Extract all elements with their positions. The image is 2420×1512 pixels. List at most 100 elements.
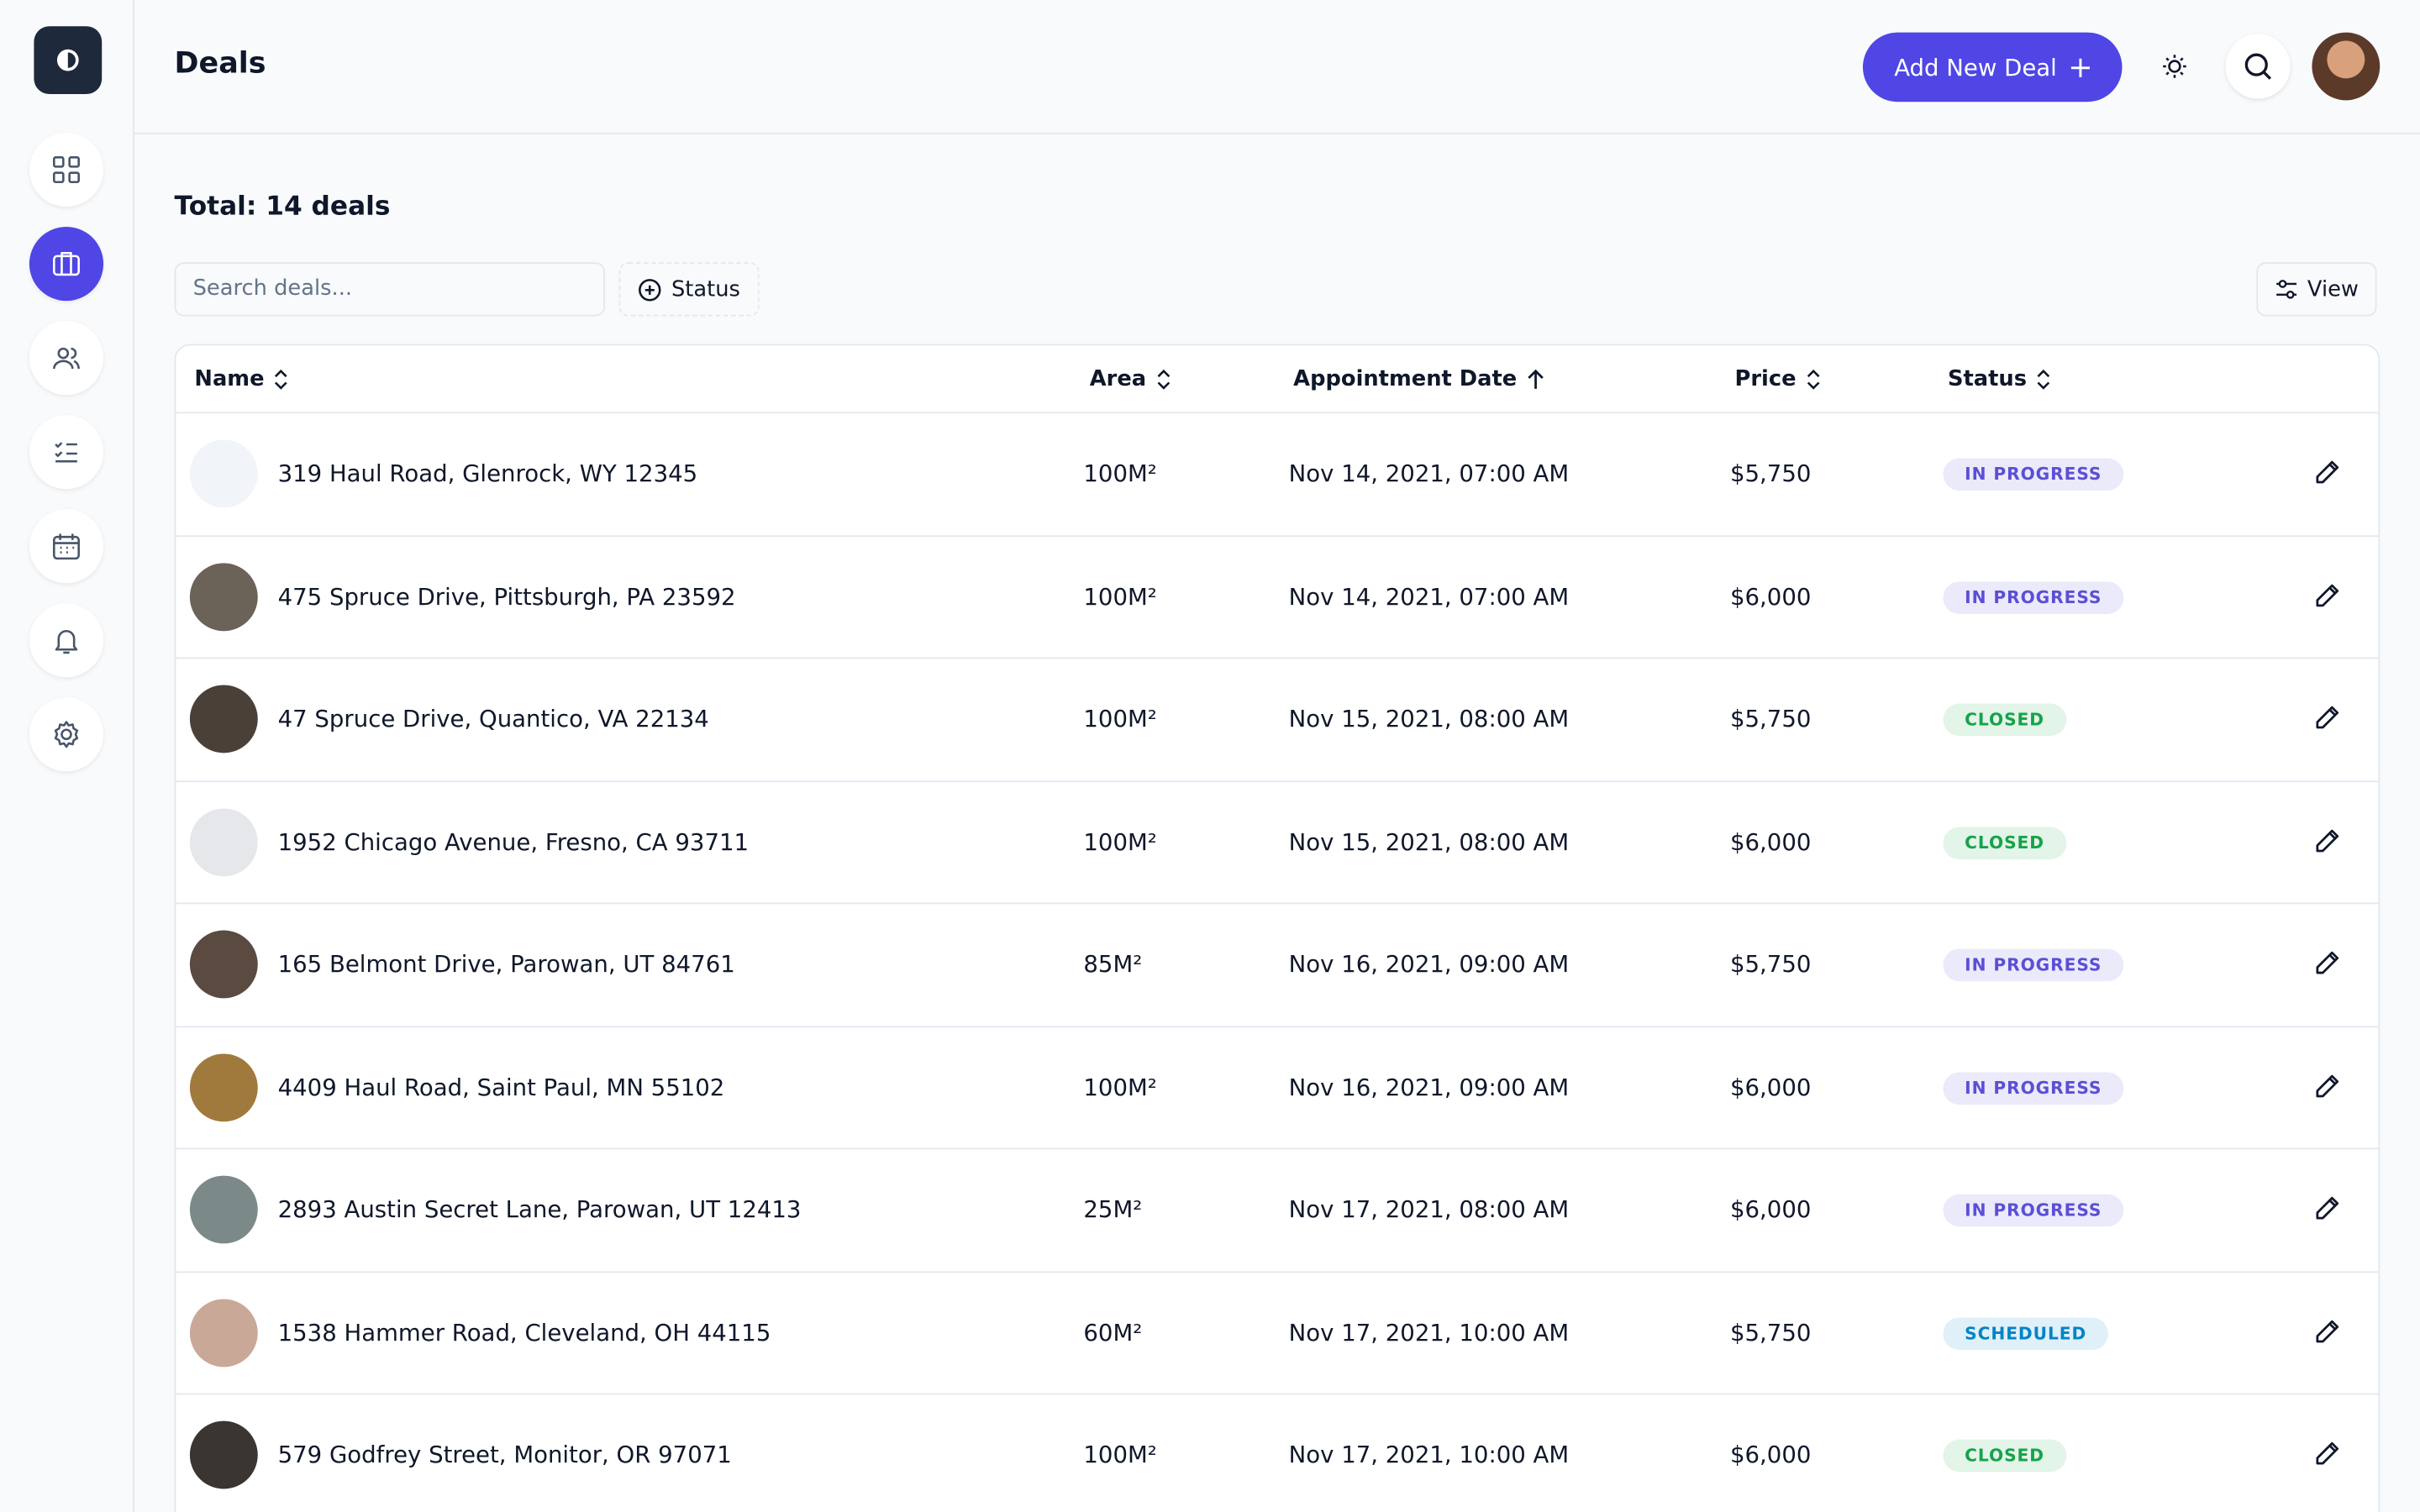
status-badge: IN PROGRESS [1943,1194,2124,1227]
deal-name: 2893 Austin Secret Lane, Parowan, UT 124… [277,1195,802,1224]
deal-name: 319 Haul Road, Glenrock, WY 12345 [277,459,698,488]
deals-table: Name Area Appointment Date Price Status 319 H… [174,344,2381,1512]
view-label: View [2307,276,2359,302]
nav-button[interactable] [29,509,104,584]
deal-price: $6,000 [1729,827,1812,856]
search-button[interactable] [2225,34,2291,99]
deal-name: 475 Spruce Drive, Pittsburgh, PA 23592 [277,582,736,611]
table-row: 319 Haul Road, Glenrock, WY 12345 100M² No… [176,412,2379,535]
add-deal-label: Add New Deal [1894,53,2057,81]
status-badge: IN PROGRESS [1943,458,2124,491]
search-input[interactable]: Search deals... [174,262,606,317]
deal-date: Nov 15, 2021, 08:00 AM [1288,705,1570,733]
deal-area: 100M² [1083,582,1157,611]
logo[interactable] [34,26,103,95]
property-thumbnail [189,685,258,753]
deal-price: $6,000 [1729,1073,1812,1101]
deal-name: 1538 Hammer Road, Cleveland, OH 44115 [277,1318,771,1347]
property-thumbnail [189,1053,258,1121]
status-badge: CLOSED [1943,1439,2066,1473]
deal-name: 579 Godfrey Street, Monitor, OR 97071 [277,1441,732,1469]
deal-price: $6,000 [1729,1441,1812,1469]
page-title: Deals [174,46,266,81]
edit-button[interactable] [2313,1440,2347,1473]
deal-area: 100M² [1083,827,1157,856]
edit-button[interactable] [2313,704,2347,738]
status-badge: IN PROGRESS [1943,948,2124,982]
edit-button[interactable] [2313,581,2347,615]
table-row: 4409 Haul Road, Saint Paul, MN 55102 100M… [176,1025,2379,1149]
deal-area: 100M² [1083,705,1157,733]
column-label: Price [1734,367,1797,392]
deal-date: Nov 16, 2021, 09:00 AM [1288,950,1570,979]
total-deals: Total: 14 deals [174,191,391,223]
column-header[interactable]: Appointment Date [1293,345,1544,413]
deal-area: 100M² [1083,459,1157,488]
nav-button[interactable] [29,227,104,302]
nav-button[interactable] [29,415,104,490]
deal-name: 4409 Haul Road, Saint Paul, MN 55102 [277,1073,725,1101]
deal-price: $6,000 [1729,582,1812,611]
property-thumbnail [189,930,258,999]
deal-area: 25M² [1083,1195,1143,1224]
table-row: 579 Godfrey Street, Monitor, OR 97071 100… [176,1393,2379,1512]
table-row: 475 Spruce Drive, Pittsburgh, PA 23592 10… [176,534,2379,658]
sidebar [0,0,134,1512]
deal-price: $5,750 [1729,950,1812,979]
status-badge: SCHEDULED [1943,1316,2108,1350]
column-label: Status [1947,367,2028,392]
status-badge: IN PROGRESS [1943,580,2124,614]
deal-date: Nov 16, 2021, 09:00 AM [1288,1073,1570,1101]
status-badge: CLOSED [1943,703,2066,737]
property-thumbnail [189,562,258,631]
deal-price: $5,750 [1729,705,1812,733]
status-filter[interactable]: Status [618,262,759,317]
table-row: 1952 Chicago Avenue, Fresno, CA 93711 100… [176,780,2379,903]
deal-date: Nov 17, 2021, 08:00 AM [1288,1195,1570,1224]
edit-button[interactable] [2313,1317,2347,1351]
deal-price: $5,750 [1729,459,1812,488]
edit-button[interactable] [2313,949,2347,983]
deal-area: 100M² [1083,1073,1157,1101]
table-row: 165 Belmont Drive, Parowan, UT 84761 85M²… [176,902,2379,1026]
deal-date: Nov 14, 2021, 07:00 AM [1288,459,1570,488]
deal-date: Nov 15, 2021, 08:00 AM [1288,827,1570,856]
nav-button[interactable] [29,697,104,772]
column-header[interactable]: Price [1734,345,1820,413]
deal-name: 165 Belmont Drive, Parowan, UT 84761 [277,950,735,979]
table-row: 1538 Hammer Road, Cleveland, OH 44115 60M… [176,1270,2379,1394]
deal-date: Nov 14, 2021, 07:00 AM [1288,582,1570,611]
theme-toggle[interactable] [2142,34,2207,98]
deal-area: 85M² [1083,950,1143,979]
status-filter-label: Status [671,276,740,302]
deal-price: $6,000 [1729,1195,1812,1224]
column-header[interactable]: Name [194,345,289,413]
property-thumbnail [189,1420,258,1489]
nav-button[interactable] [29,132,104,207]
property-thumbnail [189,807,258,876]
deal-name: 1952 Chicago Avenue, Fresno, CA 93711 [277,827,750,856]
edit-button[interactable] [2313,1194,2347,1228]
nav-button[interactable] [29,603,104,678]
column-label: Area [1089,367,1147,392]
property-thumbnail [189,1175,258,1244]
column-label: Name [194,367,265,392]
property-thumbnail [189,439,258,508]
deal-area: 100M² [1083,1441,1157,1469]
edit-button[interactable] [2313,459,2347,492]
view-button[interactable]: View [2256,262,2378,317]
column-header[interactable]: Area [1090,345,1171,413]
status-badge: IN PROGRESS [1943,1071,2124,1105]
deal-price: $5,750 [1729,1318,1812,1347]
user-avatar[interactable] [2312,32,2381,101]
property-thumbnail [189,1298,258,1367]
edit-button[interactable] [2313,827,2347,860]
nav-button[interactable] [29,321,104,396]
edit-button[interactable] [2313,1072,2347,1105]
add-deal-button[interactable]: Add New Deal [1862,32,2123,102]
table-row: 47 Spruce Drive, Quantico, VA 22134 100M²… [176,657,2379,780]
deal-date: Nov 17, 2021, 10:00 AM [1288,1441,1570,1469]
column-header[interactable]: Status [1948,345,2051,413]
